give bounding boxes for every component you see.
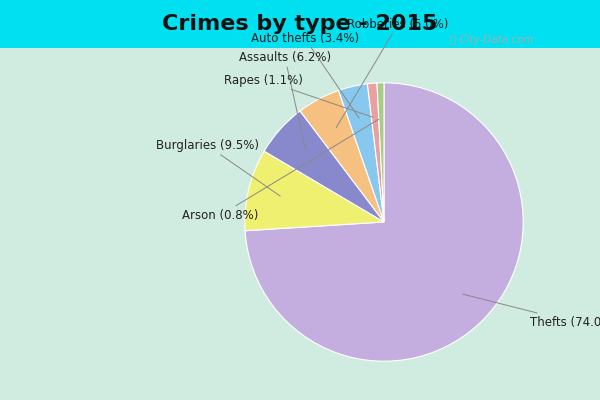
Wedge shape [245,83,523,361]
Wedge shape [245,151,384,231]
Text: Crimes by type - 2015: Crimes by type - 2015 [163,14,437,34]
Text: Thefts (74.0%): Thefts (74.0%) [463,294,600,329]
Wedge shape [338,84,384,222]
Wedge shape [377,83,384,222]
Text: Assaults (6.2%): Assaults (6.2%) [239,51,331,150]
Text: Auto thefts (3.4%): Auto thefts (3.4%) [251,32,359,118]
Wedge shape [300,90,384,222]
Text: Rapes (1.1%): Rapes (1.1%) [224,74,373,117]
Wedge shape [367,83,384,222]
Text: Robberies (5.0%): Robberies (5.0%) [336,18,449,128]
Text: Arson (0.8%): Arson (0.8%) [182,119,379,222]
Text: ⓘ City-Data.com: ⓘ City-Data.com [450,35,534,45]
Wedge shape [264,111,384,222]
Text: Burglaries (9.5%): Burglaries (9.5%) [156,139,280,196]
